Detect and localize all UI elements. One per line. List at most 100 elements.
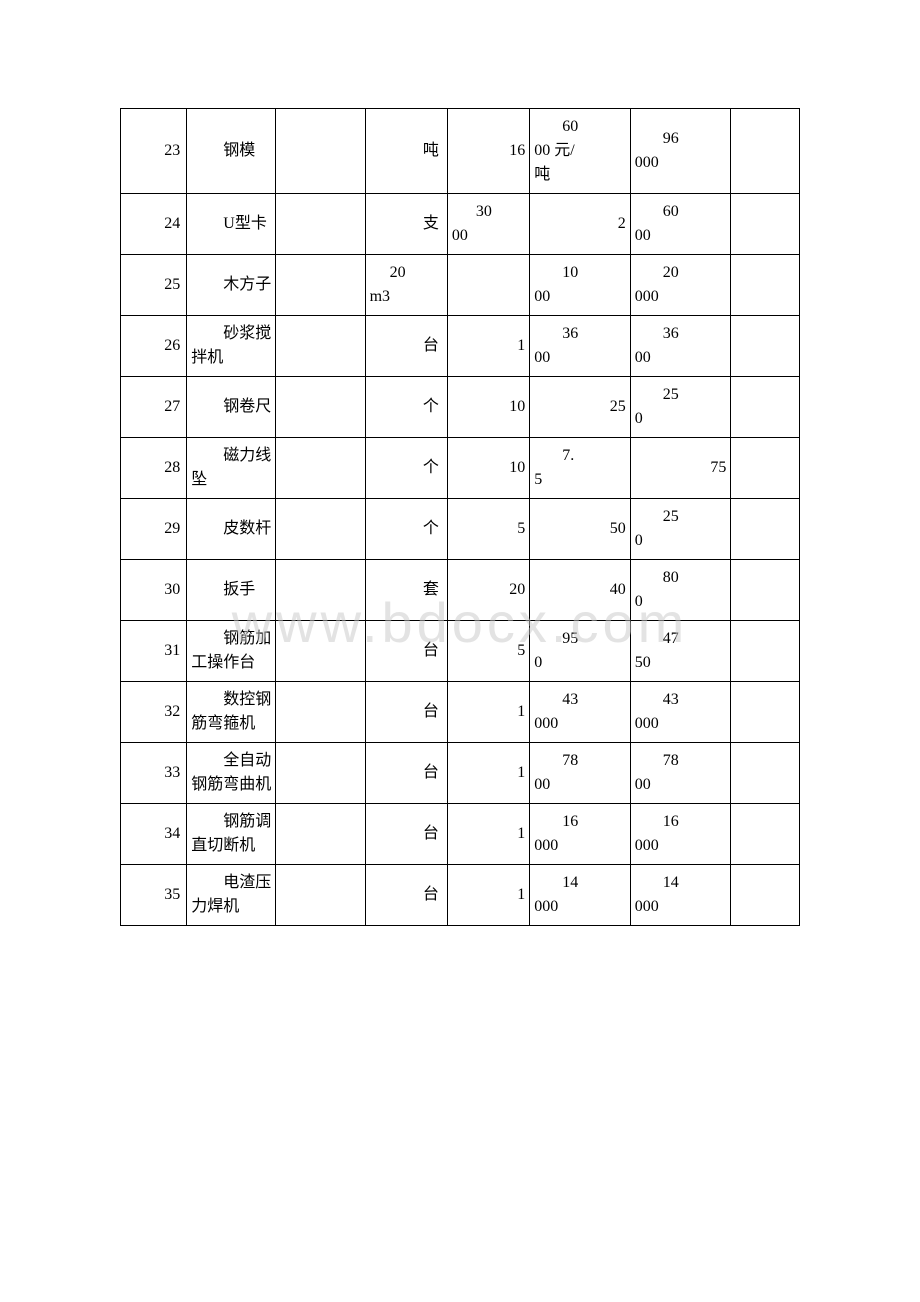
cell-num: 26 bbox=[121, 316, 187, 377]
cell-qty: 10 bbox=[447, 438, 529, 499]
cell-name: 钢筋加工操作台 bbox=[187, 621, 276, 682]
cell-remark bbox=[731, 743, 800, 804]
cell-remark bbox=[731, 194, 800, 255]
cell-num: 30 bbox=[121, 560, 187, 621]
cell-qty: 20 bbox=[447, 560, 529, 621]
cell-total: 14000 bbox=[630, 865, 731, 926]
table-row: 23钢模 吨16 6000 元/吨 96000 bbox=[121, 109, 800, 194]
cell-name: 数控钢筋弯箍机 bbox=[187, 682, 276, 743]
cell-spec bbox=[276, 560, 365, 621]
cell-total: 3600 bbox=[630, 316, 731, 377]
cell-total: 800 bbox=[630, 560, 731, 621]
cell-spec bbox=[276, 499, 365, 560]
cell-qty bbox=[447, 255, 529, 316]
cell-remark bbox=[731, 865, 800, 926]
cell-unit: 台 bbox=[365, 621, 447, 682]
table-row: 27钢卷尺个1025 250 bbox=[121, 377, 800, 438]
cell-qty: 5 bbox=[447, 621, 529, 682]
cell-remark bbox=[731, 682, 800, 743]
cell-unit: 台 bbox=[365, 316, 447, 377]
cell-num: 35 bbox=[121, 865, 187, 926]
cell-total: 250 bbox=[630, 377, 731, 438]
cell-name: U型卡 bbox=[187, 194, 276, 255]
cell-qty: 3000 bbox=[447, 194, 529, 255]
equipment-table: 23钢模吨16 6000 元/吨 9600024U型卡支 30002 60002… bbox=[120, 108, 800, 926]
cell-price: 3600 bbox=[530, 316, 631, 377]
cell-total: 7800 bbox=[630, 743, 731, 804]
cell-total: 6000 bbox=[630, 194, 731, 255]
cell-price: 25 bbox=[530, 377, 631, 438]
cell-remark bbox=[731, 499, 800, 560]
cell-total: 250 bbox=[630, 499, 731, 560]
cell-name: 全自动钢筋弯曲机 bbox=[187, 743, 276, 804]
cell-unit: 个 bbox=[365, 438, 447, 499]
cell-num: 32 bbox=[121, 682, 187, 743]
cell-total: 16000 bbox=[630, 804, 731, 865]
cell-unit: 个 bbox=[365, 377, 447, 438]
page-container: 23钢模吨16 6000 元/吨 9600024U型卡支 30002 60002… bbox=[0, 0, 920, 926]
cell-unit: 套 bbox=[365, 560, 447, 621]
cell-price: 1000 bbox=[530, 255, 631, 316]
cell-remark bbox=[731, 438, 800, 499]
cell-num: 23 bbox=[121, 109, 187, 194]
cell-qty: 1 bbox=[447, 682, 529, 743]
cell-spec bbox=[276, 438, 365, 499]
cell-name: 钢模 bbox=[187, 109, 276, 194]
cell-remark bbox=[731, 109, 800, 194]
table-body: 23钢模吨16 6000 元/吨 9600024U型卡支 30002 60002… bbox=[121, 109, 800, 926]
cell-name: 电渣压力焊机 bbox=[187, 865, 276, 926]
cell-unit: 台 bbox=[365, 743, 447, 804]
cell-spec bbox=[276, 109, 365, 194]
cell-spec bbox=[276, 865, 365, 926]
cell-total: 43000 bbox=[630, 682, 731, 743]
cell-name: 钢筋调直切断机 bbox=[187, 804, 276, 865]
cell-spec bbox=[276, 682, 365, 743]
cell-qty: 16 bbox=[447, 109, 529, 194]
cell-price: 2 bbox=[530, 194, 631, 255]
cell-spec bbox=[276, 621, 365, 682]
table-row: 25木方子 20m3 1000 20000 bbox=[121, 255, 800, 316]
cell-qty: 1 bbox=[447, 804, 529, 865]
cell-price: 950 bbox=[530, 621, 631, 682]
cell-unit: 吨 bbox=[365, 109, 447, 194]
cell-name: 木方子 bbox=[187, 255, 276, 316]
cell-price: 6000 元/吨 bbox=[530, 109, 631, 194]
table-row: 32数控钢筋弯箍机 台1 43000 43000 bbox=[121, 682, 800, 743]
cell-price: 43000 bbox=[530, 682, 631, 743]
cell-spec bbox=[276, 743, 365, 804]
table-row: 30扳手套2040 800 bbox=[121, 560, 800, 621]
cell-unit: 个 bbox=[365, 499, 447, 560]
cell-price: 16000 bbox=[530, 804, 631, 865]
cell-total: 4750 bbox=[630, 621, 731, 682]
table-row: 26砂浆搅拌机台1 3600 3600 bbox=[121, 316, 800, 377]
cell-qty: 5 bbox=[447, 499, 529, 560]
cell-unit: 台 bbox=[365, 865, 447, 926]
table-row: 24U型卡 支 30002 6000 bbox=[121, 194, 800, 255]
cell-qty: 1 bbox=[447, 743, 529, 804]
cell-remark bbox=[731, 804, 800, 865]
cell-price: 14000 bbox=[530, 865, 631, 926]
cell-remark bbox=[731, 377, 800, 438]
cell-unit: 台 bbox=[365, 682, 447, 743]
cell-spec bbox=[276, 316, 365, 377]
table-row: 34钢筋调直切断机 台1 16000 16000 bbox=[121, 804, 800, 865]
cell-total: 20000 bbox=[630, 255, 731, 316]
table-row: 28磁力线坠个10 7.575 bbox=[121, 438, 800, 499]
cell-num: 33 bbox=[121, 743, 187, 804]
cell-unit: 台 bbox=[365, 804, 447, 865]
cell-total: 96000 bbox=[630, 109, 731, 194]
cell-num: 29 bbox=[121, 499, 187, 560]
cell-name: 钢卷尺 bbox=[187, 377, 276, 438]
cell-price: 7.5 bbox=[530, 438, 631, 499]
cell-name: 扳手 bbox=[187, 560, 276, 621]
cell-num: 24 bbox=[121, 194, 187, 255]
cell-name: 皮数杆 bbox=[187, 499, 276, 560]
cell-price: 7800 bbox=[530, 743, 631, 804]
table-row: 31钢筋加工操作台 台5 950 4750 bbox=[121, 621, 800, 682]
cell-num: 31 bbox=[121, 621, 187, 682]
cell-qty: 1 bbox=[447, 316, 529, 377]
cell-name: 磁力线坠 bbox=[187, 438, 276, 499]
cell-unit: 支 bbox=[365, 194, 447, 255]
table-row: 33全自动钢筋弯曲机 台1 7800 7800 bbox=[121, 743, 800, 804]
cell-num: 34 bbox=[121, 804, 187, 865]
